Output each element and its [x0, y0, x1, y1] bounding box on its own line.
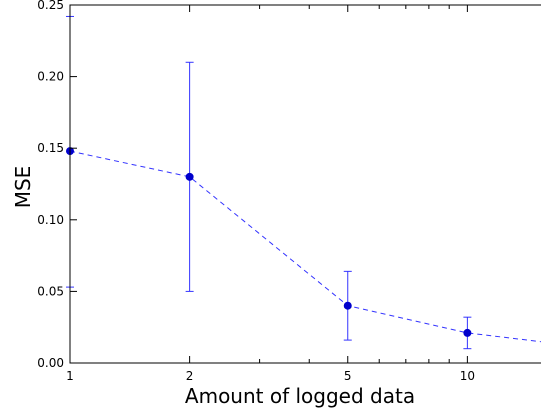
data-point: [185, 172, 194, 181]
y-tick-label: 0.05: [37, 284, 64, 298]
y-axis-title: MSE: [11, 166, 35, 209]
y-tick-label: 0.25: [37, 0, 64, 12]
x-tick-label: 5: [344, 369, 352, 383]
data-point: [463, 328, 472, 337]
x-axis-title: Amount of logged data: [185, 384, 415, 408]
y-tick-label: 0.20: [37, 70, 64, 84]
y-tick-label: 0.10: [37, 213, 64, 227]
plot-frame: [69, 4, 541, 364]
ticks-layer: 12510200.000.050.100.150.200.25: [37, 0, 475, 383]
x-tick-label: 2: [186, 369, 194, 383]
y-tick-label: 0.15: [37, 141, 64, 155]
plot-area: [70, 5, 541, 363]
x-tick-label: 10: [460, 369, 475, 383]
y-tick-label: 0.00: [37, 356, 64, 370]
data-point: [343, 301, 352, 310]
x-tick-label: 1: [66, 369, 74, 383]
